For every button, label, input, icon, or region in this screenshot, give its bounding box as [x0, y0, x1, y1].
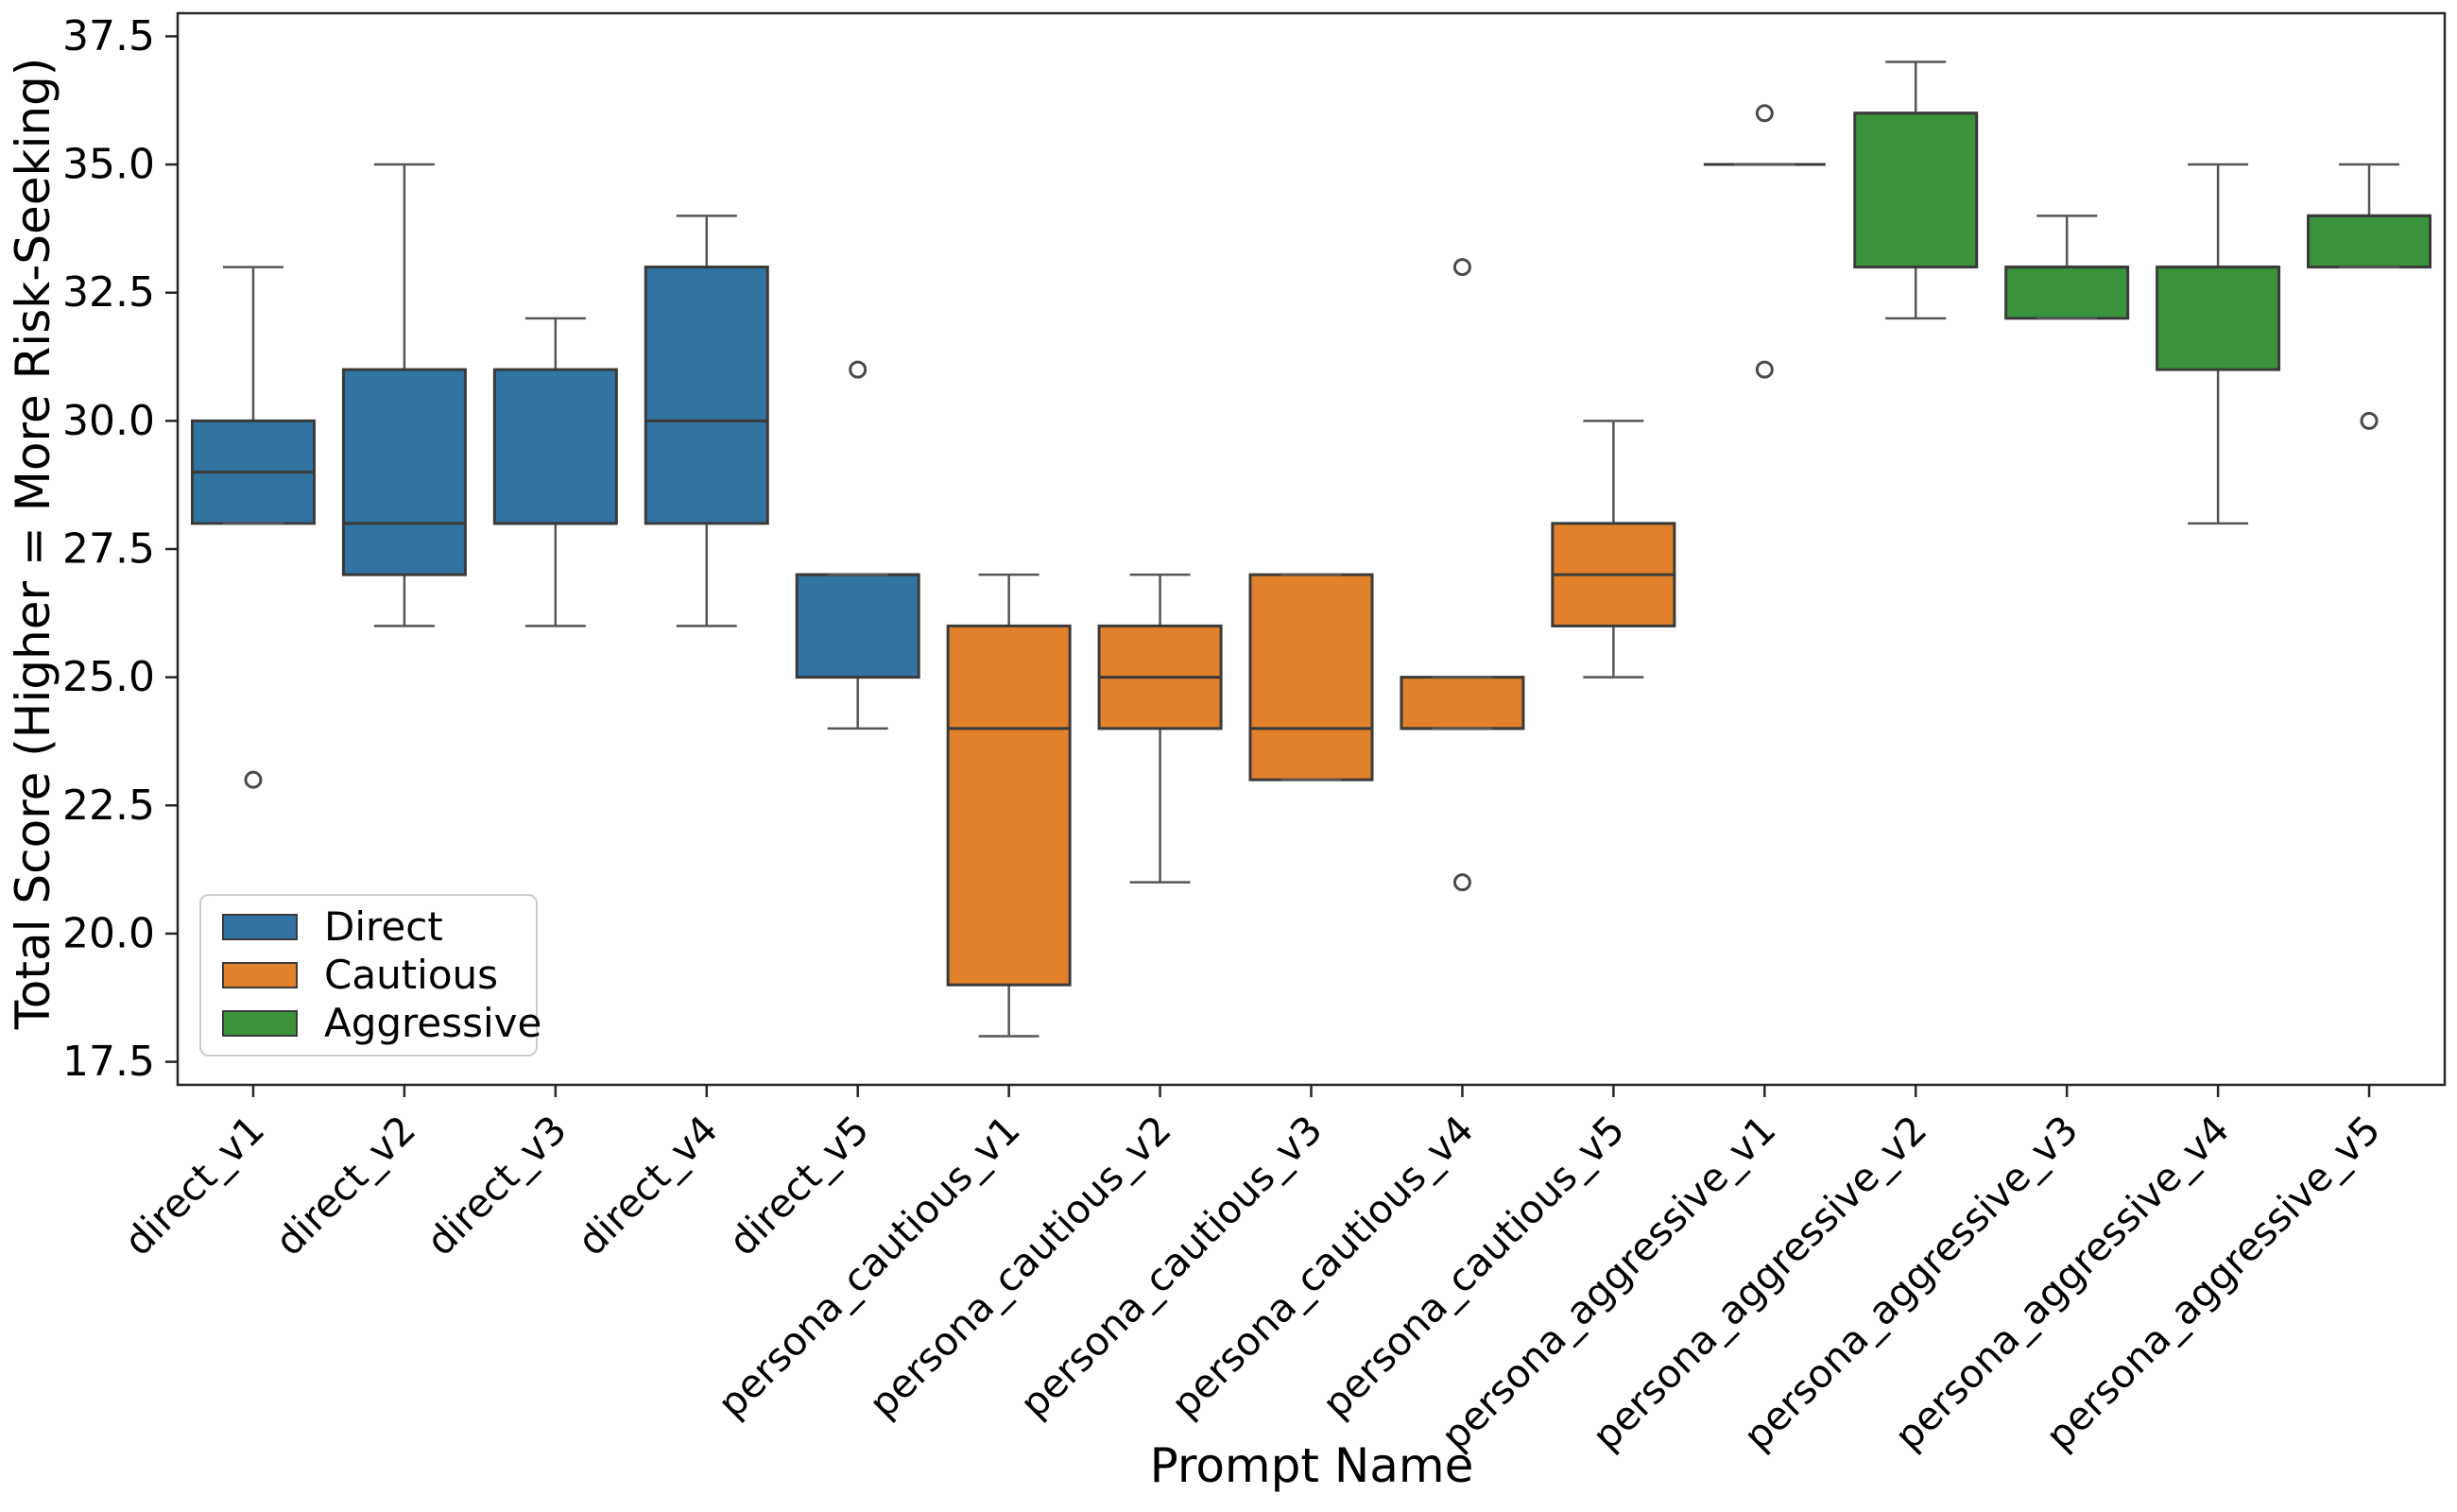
box-persona_aggressive_v5[interactable] [2307, 214, 2432, 269]
outlier-persona_cautious_v4-33 [1452, 258, 1471, 277]
outlier-persona_aggressive_v1-36 [1755, 104, 1774, 123]
box-persona_cautious_v3[interactable] [1248, 573, 1374, 782]
box-direct_v2[interactable] [341, 368, 467, 576]
y-axis-title: Total Score (Higher = More Risk-Seeking) [6, 58, 60, 1031]
direct-color-swatch [222, 914, 298, 940]
box-direct_v3[interactable] [492, 368, 618, 525]
aggressive-color-swatch [222, 1010, 298, 1037]
x-tick-label-persona_cautious_v1: persona_cautious_v1 [709, 1107, 1028, 1426]
x-tick-label-persona_cautious_v3: persona_cautious_v3 [1011, 1107, 1331, 1426]
x-tick-label-persona_cautious_v2: persona_cautious_v2 [860, 1107, 1179, 1426]
legend-item-direct: Direct [222, 907, 515, 947]
box-persona_cautious_v1[interactable] [946, 624, 1072, 987]
outlier-persona_cautious_v4-21 [1452, 873, 1471, 892]
box-persona_aggressive_v2[interactable] [1853, 112, 1979, 269]
x-tick-label-direct_v5: direct_v5 [720, 1107, 878, 1264]
cautious-color-swatch [222, 962, 298, 988]
y-tick-label: 32.5 [62, 268, 155, 317]
legend: Direct Cautious Aggressive [199, 894, 541, 1057]
legend-label-aggressive: Aggressive [324, 1000, 542, 1046]
box-direct_v5[interactable] [795, 573, 920, 679]
y-tick-label: 30.0 [62, 397, 155, 445]
x-tick-label-persona_cautious_v4: persona_cautious_v4 [1162, 1107, 1482, 1426]
x-tick-label-direct_v1: direct_v1 [115, 1107, 273, 1264]
y-tick-label: 25.0 [62, 653, 155, 701]
y-tick-label: 27.5 [62, 525, 155, 574]
legend-label-cautious: Cautious [324, 952, 499, 998]
box-direct_v4[interactable] [644, 266, 769, 525]
outlier-direct_v5-31 [849, 360, 868, 379]
x-tick-label-direct_v2: direct_v2 [266, 1107, 424, 1264]
legend-label-direct: Direct [324, 903, 443, 950]
box-persona_aggressive_v3[interactable] [2004, 266, 2130, 320]
y-tick-label: 35.0 [62, 141, 155, 189]
legend-item-aggressive: Aggressive [222, 1004, 541, 1043]
x-tick-label-direct_v4: direct_v4 [569, 1107, 727, 1264]
y-tick-label: 20.0 [62, 909, 155, 957]
y-tick-label: 37.5 [62, 12, 155, 60]
y-tick-label: 22.5 [62, 782, 155, 830]
outlier-persona_aggressive_v5-30 [2360, 411, 2379, 430]
outlier-persona_aggressive_v1-31 [1755, 360, 1774, 379]
plot-area: 17.5 20.0 22.5 25.0 27.5 30.0 32.5 35.0 37.5 dire… [62, 11, 2447, 1459]
box-persona_aggressive_v4[interactable] [2156, 266, 2281, 371]
x-tick-label-direct_v3: direct_v3 [418, 1107, 576, 1264]
outlier-direct_v1-23 [244, 770, 263, 789]
box-persona_cautious_v4[interactable] [1400, 676, 1525, 730]
y-tick-label: 17.5 [62, 1038, 155, 1086]
x-axis-title: Prompt Name [1150, 1438, 1474, 1493]
x-tick-label-persona_cautious_v5: persona_cautious_v5 [1314, 1107, 1633, 1426]
legend-item-cautious: Cautious [222, 955, 515, 995]
